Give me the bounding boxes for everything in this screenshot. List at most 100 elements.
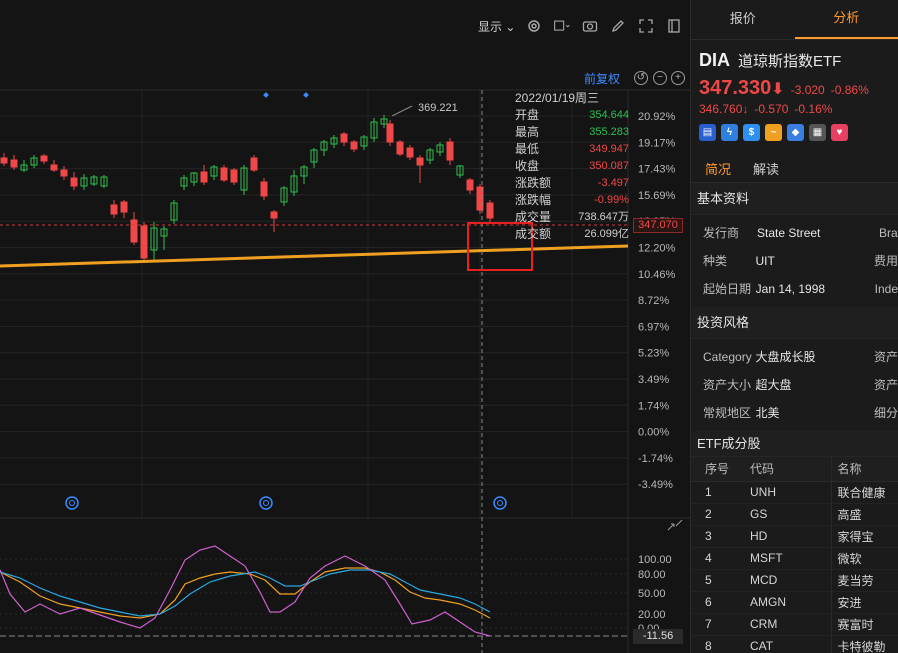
chart-area[interactable]: 20.92%19.17%17.43%15.69%13.95%12.20%10.4… — [0, 0, 690, 653]
pen-draw-icon[interactable] — [609, 17, 627, 35]
holding-code: UNH — [736, 481, 832, 504]
holding-index: 3 — [691, 525, 736, 548]
col-header-code[interactable]: 代码 — [736, 457, 832, 482]
holding-row[interactable]: 2 GS 高盛 — [691, 503, 898, 526]
holding-row[interactable]: 7 CRM 赛富时 — [691, 613, 898, 636]
holding-code: MSFT — [736, 547, 832, 570]
zoom-out-icon[interactable]: − — [653, 71, 667, 85]
heart-icon[interactable]: ♥ — [831, 124, 848, 141]
info-label: 最高 — [515, 125, 540, 139]
kv-label: 起始日期 — [703, 282, 752, 296]
holding-name[interactable]: 安进 — [831, 591, 898, 614]
info-row: 涨跌幅 -0.99% — [513, 192, 631, 209]
holding-name[interactable]: 微软 — [831, 547, 898, 570]
event-q-icon-inner — [69, 500, 75, 506]
pct-axis-label: 20.92% — [638, 111, 676, 123]
holding-row[interactable]: 4 MSFT 微软 — [691, 547, 898, 570]
pct-axis-label: 12.20% — [638, 243, 676, 255]
after-hours-change: -0.570 — [754, 102, 789, 116]
candle-body — [370, 121, 378, 139]
candle-body — [486, 202, 494, 219]
lightning-icon[interactable]: ϟ — [721, 124, 738, 141]
ind-axis-label: 20.00 — [638, 609, 666, 621]
basic-info-title: 基本资料 — [691, 183, 898, 215]
candle-body — [200, 171, 208, 183]
dollar-icon[interactable]: $ — [743, 124, 760, 141]
tab-analysis[interactable]: 分析 — [794, 0, 898, 39]
col-header-index[interactable]: 序号 — [691, 457, 736, 482]
holding-code: GS — [736, 503, 832, 526]
k-line — [0, 567, 491, 619]
info-row: 最低 349.947 — [513, 141, 631, 158]
kv-label: 发行商 — [703, 226, 740, 240]
holding-index: 2 — [691, 503, 736, 526]
layout-square-icon[interactable] — [553, 17, 571, 35]
kv-label-truncated: 细分 — [873, 406, 898, 420]
indicator-value-tag: -11.56 — [633, 629, 683, 644]
info-value: -0.99% — [594, 194, 629, 206]
camera-icon[interactable] — [581, 17, 599, 35]
candle-body — [426, 149, 434, 161]
kv-label-truncated: 资产 — [873, 350, 898, 364]
trendline — [0, 244, 629, 268]
settings-gear-icon[interactable] — [525, 17, 543, 35]
chart-wave-icon[interactable]: ~ — [765, 124, 782, 141]
holding-name[interactable]: 麦当劳 — [831, 569, 898, 592]
holding-index: 5 — [691, 569, 736, 592]
pct-axis-label: 1.74% — [638, 400, 669, 412]
holding-row[interactable]: 3 HD 家得宝 — [691, 525, 898, 548]
candle-body — [476, 186, 484, 211]
holding-code: CRM — [736, 613, 832, 636]
reset-icon[interactable]: ↺ — [634, 71, 648, 85]
subtab-overview[interactable]: 简况 — [705, 162, 732, 177]
kv-label-truncated: 费用 — [873, 254, 898, 268]
holding-name[interactable]: 家得宝 — [831, 525, 898, 548]
display-menu[interactable]: 显示 ⌄ — [478, 19, 516, 34]
candle-body — [190, 172, 198, 183]
current-price-tag: 347.070 — [633, 218, 683, 233]
fullscreen-icon[interactable] — [637, 17, 655, 35]
us-flag-icon[interactable]: ▤ — [699, 124, 716, 141]
pct-axis-label: -1.74% — [638, 453, 673, 465]
document-icon[interactable]: ▦ — [809, 124, 826, 141]
candle-body — [20, 164, 28, 171]
info-row: 成交额 26.099亿 — [513, 226, 631, 243]
info-label: 涨跌额 — [515, 176, 552, 190]
holding-row[interactable]: 8 CAT 卡特彼勒 — [691, 635, 898, 653]
tab-quote[interactable]: 报价 — [729, 11, 756, 26]
holding-index: 8 — [691, 635, 736, 653]
candle-body — [160, 228, 168, 237]
candle-body — [260, 181, 268, 197]
holding-code: AMGN — [736, 591, 832, 614]
kv-label-truncated: Bra — [879, 226, 898, 240]
candle-body — [290, 175, 298, 193]
pct-axis-label: 15.69% — [638, 190, 676, 202]
pct-axis-label: 19.17% — [638, 137, 676, 149]
subtab-interpret[interactable]: 解读 — [753, 162, 780, 177]
holding-row[interactable]: 6 AMGN 安进 — [691, 591, 898, 614]
event-marker-icon — [263, 92, 269, 98]
highlight-box — [467, 222, 533, 271]
kv-label: 资产大小 — [703, 378, 752, 392]
zoom-in-icon[interactable]: + — [671, 71, 685, 85]
pct-axis-label: 10.46% — [638, 269, 676, 281]
holding-name[interactable]: 联合健康 — [831, 481, 898, 504]
candle-body — [446, 141, 454, 161]
col-header-name[interactable]: 名称 — [831, 457, 898, 482]
info-row: 成交量 738.647万 — [513, 209, 631, 226]
candle-body — [360, 136, 368, 147]
restore-rights-toggle[interactable]: 前复权 — [584, 72, 621, 86]
candle-body — [330, 137, 338, 145]
holding-row[interactable]: 5 MCD 麦当劳 — [691, 569, 898, 592]
holding-name[interactable]: 高盛 — [831, 503, 898, 526]
holding-row[interactable]: 1 UNH 联合健康 — [691, 481, 898, 504]
ind-axis-label: 80.00 — [638, 569, 666, 581]
list-panel-icon[interactable] — [665, 17, 683, 35]
holding-name[interactable]: 卡特彼勒 — [831, 635, 898, 653]
price-change: -3.020 — [790, 83, 825, 97]
holding-name[interactable]: 赛富时 — [831, 613, 898, 636]
candle-body — [170, 202, 178, 221]
candle-body — [120, 201, 128, 213]
tag-icon[interactable]: ◆ — [787, 124, 804, 141]
candle-body — [0, 157, 8, 164]
